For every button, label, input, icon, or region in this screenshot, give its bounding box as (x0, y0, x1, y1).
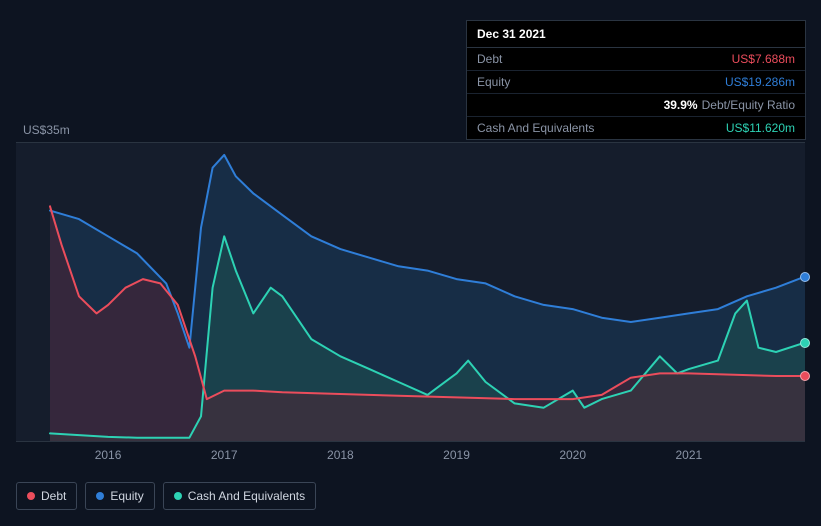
legend-label-cash: Cash And Equivalents (188, 489, 305, 503)
tooltip-row-equity: Equity US$19.286m (467, 71, 805, 94)
tooltip-panel: Dec 31 2021 Debt US$7.688m Equity US$19.… (466, 20, 806, 140)
debt-end-marker (800, 371, 810, 381)
debt-swatch-icon (27, 492, 35, 500)
tooltip-value-equity: US$19.286m (725, 75, 795, 89)
tooltip-value-debt: US$7.688m (732, 52, 795, 66)
x-tick-2019: 2019 (443, 448, 470, 462)
tooltip-value-cash: US$11.620m (726, 121, 795, 135)
tooltip-row-cash: Cash And Equivalents US$11.620m (467, 117, 805, 139)
chart-svg (16, 142, 805, 442)
tooltip-label-debt: Debt (477, 52, 732, 66)
legend-label-debt: Debt (41, 489, 66, 503)
cash-swatch-icon (174, 492, 182, 500)
legend-label-equity: Equity (110, 489, 143, 503)
x-tick-2020: 2020 (559, 448, 586, 462)
tooltip-row-ratio: 39.9% Debt/Equity Ratio (467, 94, 805, 117)
legend-item-debt[interactable]: Debt (16, 482, 77, 510)
legend-item-equity[interactable]: Equity (85, 482, 154, 510)
x-tick-2021: 2021 (675, 448, 702, 462)
y-axis-max-label: US$35m (23, 123, 70, 137)
chart-plot-area[interactable] (16, 142, 805, 442)
tooltip-ratio-label: Debt/Equity Ratio (702, 98, 795, 112)
equity-end-marker (800, 272, 810, 282)
x-tick-2018: 2018 (327, 448, 354, 462)
tooltip-row-debt: Debt US$7.688m (467, 48, 805, 71)
tooltip-ratio-pct: 39.9% (664, 98, 698, 112)
legend-item-cash[interactable]: Cash And Equivalents (163, 482, 316, 510)
x-axis: 2016 2017 2018 2019 2020 2021 (16, 448, 805, 464)
tooltip-date: Dec 31 2021 (467, 21, 805, 48)
equity-swatch-icon (96, 492, 104, 500)
cash-end-marker (800, 338, 810, 348)
chart-legend: Debt Equity Cash And Equivalents (16, 482, 316, 510)
tooltip-label-equity: Equity (477, 75, 725, 89)
x-tick-2017: 2017 (211, 448, 238, 462)
x-tick-2016: 2016 (95, 448, 122, 462)
tooltip-label-cash: Cash And Equivalents (477, 121, 726, 135)
